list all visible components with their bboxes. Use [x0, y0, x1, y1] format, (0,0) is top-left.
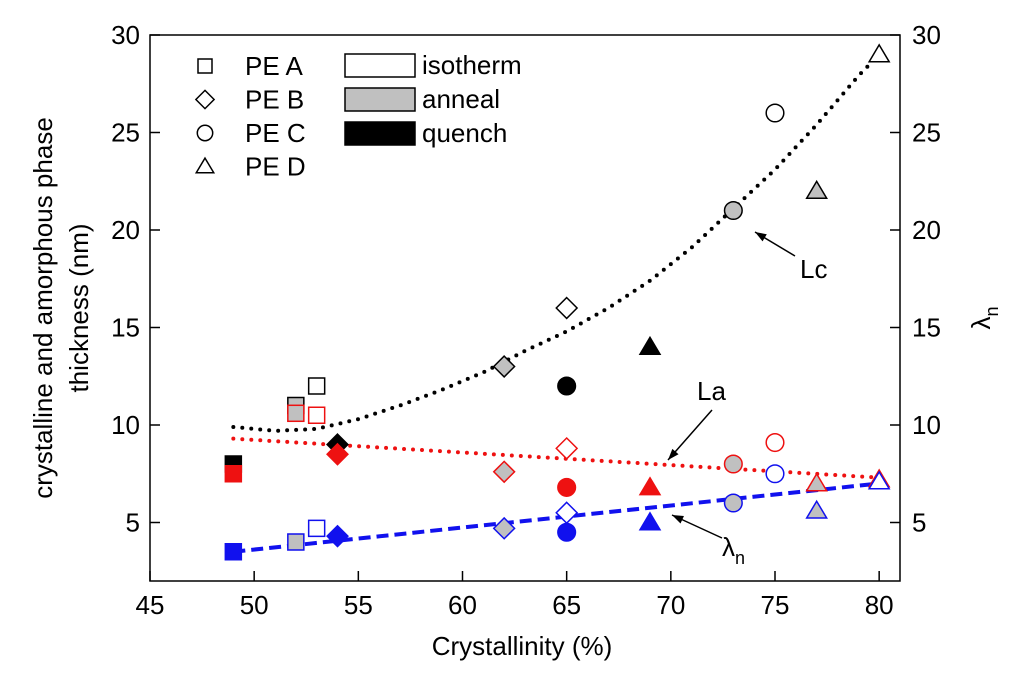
- marker: [765, 433, 785, 453]
- marker: [555, 501, 579, 525]
- legend-swatch: [344, 121, 416, 146]
- y-tick-label: 15: [111, 313, 140, 343]
- marker: [555, 296, 579, 320]
- legend-swatch: [344, 53, 416, 78]
- marker: [557, 376, 577, 396]
- marker: [307, 406, 326, 424]
- marker: [805, 179, 828, 199]
- marker: [492, 460, 516, 484]
- y2-axis-label: λn: [966, 306, 1002, 329]
- y2-label-main: λ: [966, 317, 996, 330]
- annotation-arrowhead: [672, 515, 684, 524]
- marker: [723, 454, 743, 474]
- legend-swatch: [344, 87, 416, 112]
- y2-tick-label: 20: [912, 215, 941, 245]
- marker: [224, 543, 243, 561]
- y-tick-label: 5: [126, 508, 140, 538]
- legend-label: anneal: [422, 84, 500, 114]
- y-tick-label: 30: [111, 20, 140, 50]
- y-tick-label: 20: [111, 215, 140, 245]
- marker: [638, 476, 662, 496]
- marker: [197, 58, 213, 74]
- marker: [492, 355, 516, 378]
- marker: [638, 335, 662, 355]
- legend-label: quench: [422, 118, 507, 148]
- y2-tick-label: 5: [912, 508, 926, 538]
- y2-tick-label: 10: [912, 410, 941, 440]
- marker: [557, 522, 577, 542]
- marker: [224, 465, 243, 483]
- x-tick-label: 60: [448, 590, 477, 620]
- x-axis-label: Crystallinity (%): [432, 631, 613, 661]
- y2-tick-label: 30: [912, 20, 941, 50]
- marker: [805, 472, 828, 492]
- marker: [723, 493, 743, 513]
- marker: [867, 43, 891, 63]
- y-tick-label: 25: [111, 118, 140, 148]
- legend-label: PE A: [245, 51, 303, 81]
- y-tick-label: 10: [111, 410, 140, 440]
- marker: [805, 499, 828, 519]
- y2-tick-label: 15: [912, 313, 941, 343]
- y-axis-label: thickness (nm): [64, 223, 94, 392]
- marker: [307, 519, 326, 538]
- x-tick-label: 80: [865, 590, 894, 620]
- y-axis-label: crystalline and amorphous phase: [28, 117, 58, 499]
- marker: [638, 511, 662, 531]
- marker: [723, 200, 743, 221]
- marker: [196, 124, 214, 142]
- plot-frame: [149, 34, 901, 582]
- marker: [194, 89, 216, 110]
- marker: [765, 103, 785, 123]
- x-tick-label: 65: [552, 590, 581, 620]
- legend-label: PE D: [245, 152, 306, 182]
- marker: [326, 524, 349, 548]
- marker: [287, 404, 305, 423]
- annotation-arrowhead: [668, 448, 679, 460]
- x-tick-label: 55: [344, 590, 373, 620]
- legend-label: isotherm: [422, 50, 522, 80]
- marker: [492, 516, 516, 540]
- legend-label: PE B: [245, 85, 304, 115]
- marker: [326, 442, 349, 466]
- annotation: λn: [722, 532, 745, 568]
- annotation-main: λ: [722, 532, 735, 562]
- marker: [307, 377, 326, 395]
- marker: [194, 156, 216, 174]
- annotation-sub: n: [735, 548, 745, 568]
- x-tick-label: 45: [136, 590, 165, 620]
- annotation-arrowhead: [755, 232, 767, 242]
- marker: [867, 470, 891, 490]
- legend-label: PE C: [245, 118, 306, 148]
- x-tick-label: 75: [761, 590, 790, 620]
- fit-line: [233, 481, 880, 554]
- marker: [557, 477, 577, 497]
- annotation: La: [697, 376, 726, 406]
- x-tick-label: 50: [240, 590, 269, 620]
- y2-label-sub: n: [982, 306, 1002, 316]
- x-tick-label: 70: [656, 590, 685, 620]
- fit-line: [231, 52, 882, 433]
- y2-tick-label: 25: [912, 118, 941, 148]
- marker: [555, 436, 579, 460]
- annotation: Lc: [800, 254, 827, 284]
- marker: [287, 533, 305, 551]
- marker: [765, 464, 785, 484]
